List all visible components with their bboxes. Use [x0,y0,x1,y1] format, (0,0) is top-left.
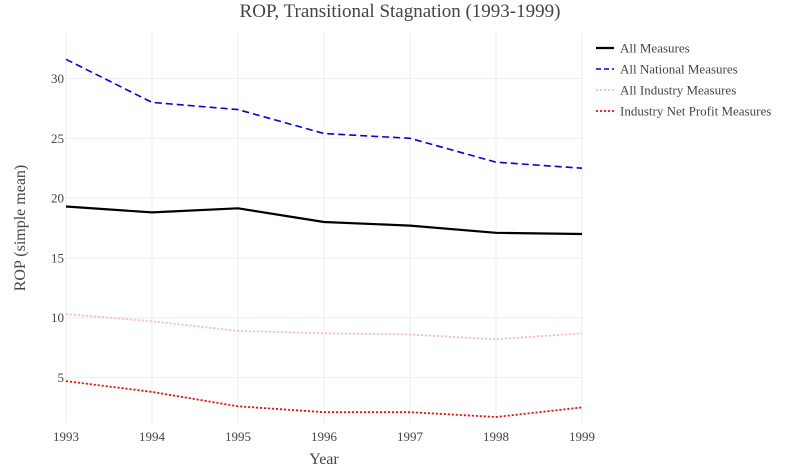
y-tick-label: 30 [51,71,64,86]
x-tick-label: 1999 [569,429,595,444]
y-tick-label: 20 [51,191,64,206]
legend-label-4: Industry Net Profit Measures [620,104,771,119]
x-axis-label: Year [309,451,339,467]
grid-layer [65,33,583,423]
legend: All Measures All National Measures All Ind… [596,41,771,119]
x-tick-label: 1997 [397,429,424,444]
x-tick-label: 1994 [139,429,166,444]
x-tick-label: 1998 [483,429,509,444]
series-line-4 [65,380,583,418]
legend-label-3: All Industry Measures [620,83,736,98]
x-tick-label: 1993 [53,429,79,444]
legend-label-2: All National Measures [620,62,738,77]
x-tick-label: 1995 [225,429,251,444]
y-tick-label: 5 [58,370,65,385]
y-tick-labels: 5 10 15 20 25 30 [51,71,64,385]
legend-label-1: All Measures [620,41,690,56]
x-tick-label: 1996 [311,429,338,444]
y-tick-label: 10 [51,310,64,325]
series-layer [65,58,583,418]
x-tick-labels: 1993 1994 1995 1996 1997 1998 1999 [53,429,595,444]
y-tick-label: 15 [51,250,64,265]
y-axis-label: ROP (simple mean) [12,165,29,292]
y-tick-label: 25 [51,131,64,146]
series-line-1 [65,205,583,236]
chart-title: ROP, Transitional Stagnation (1993-1999) [240,1,561,22]
